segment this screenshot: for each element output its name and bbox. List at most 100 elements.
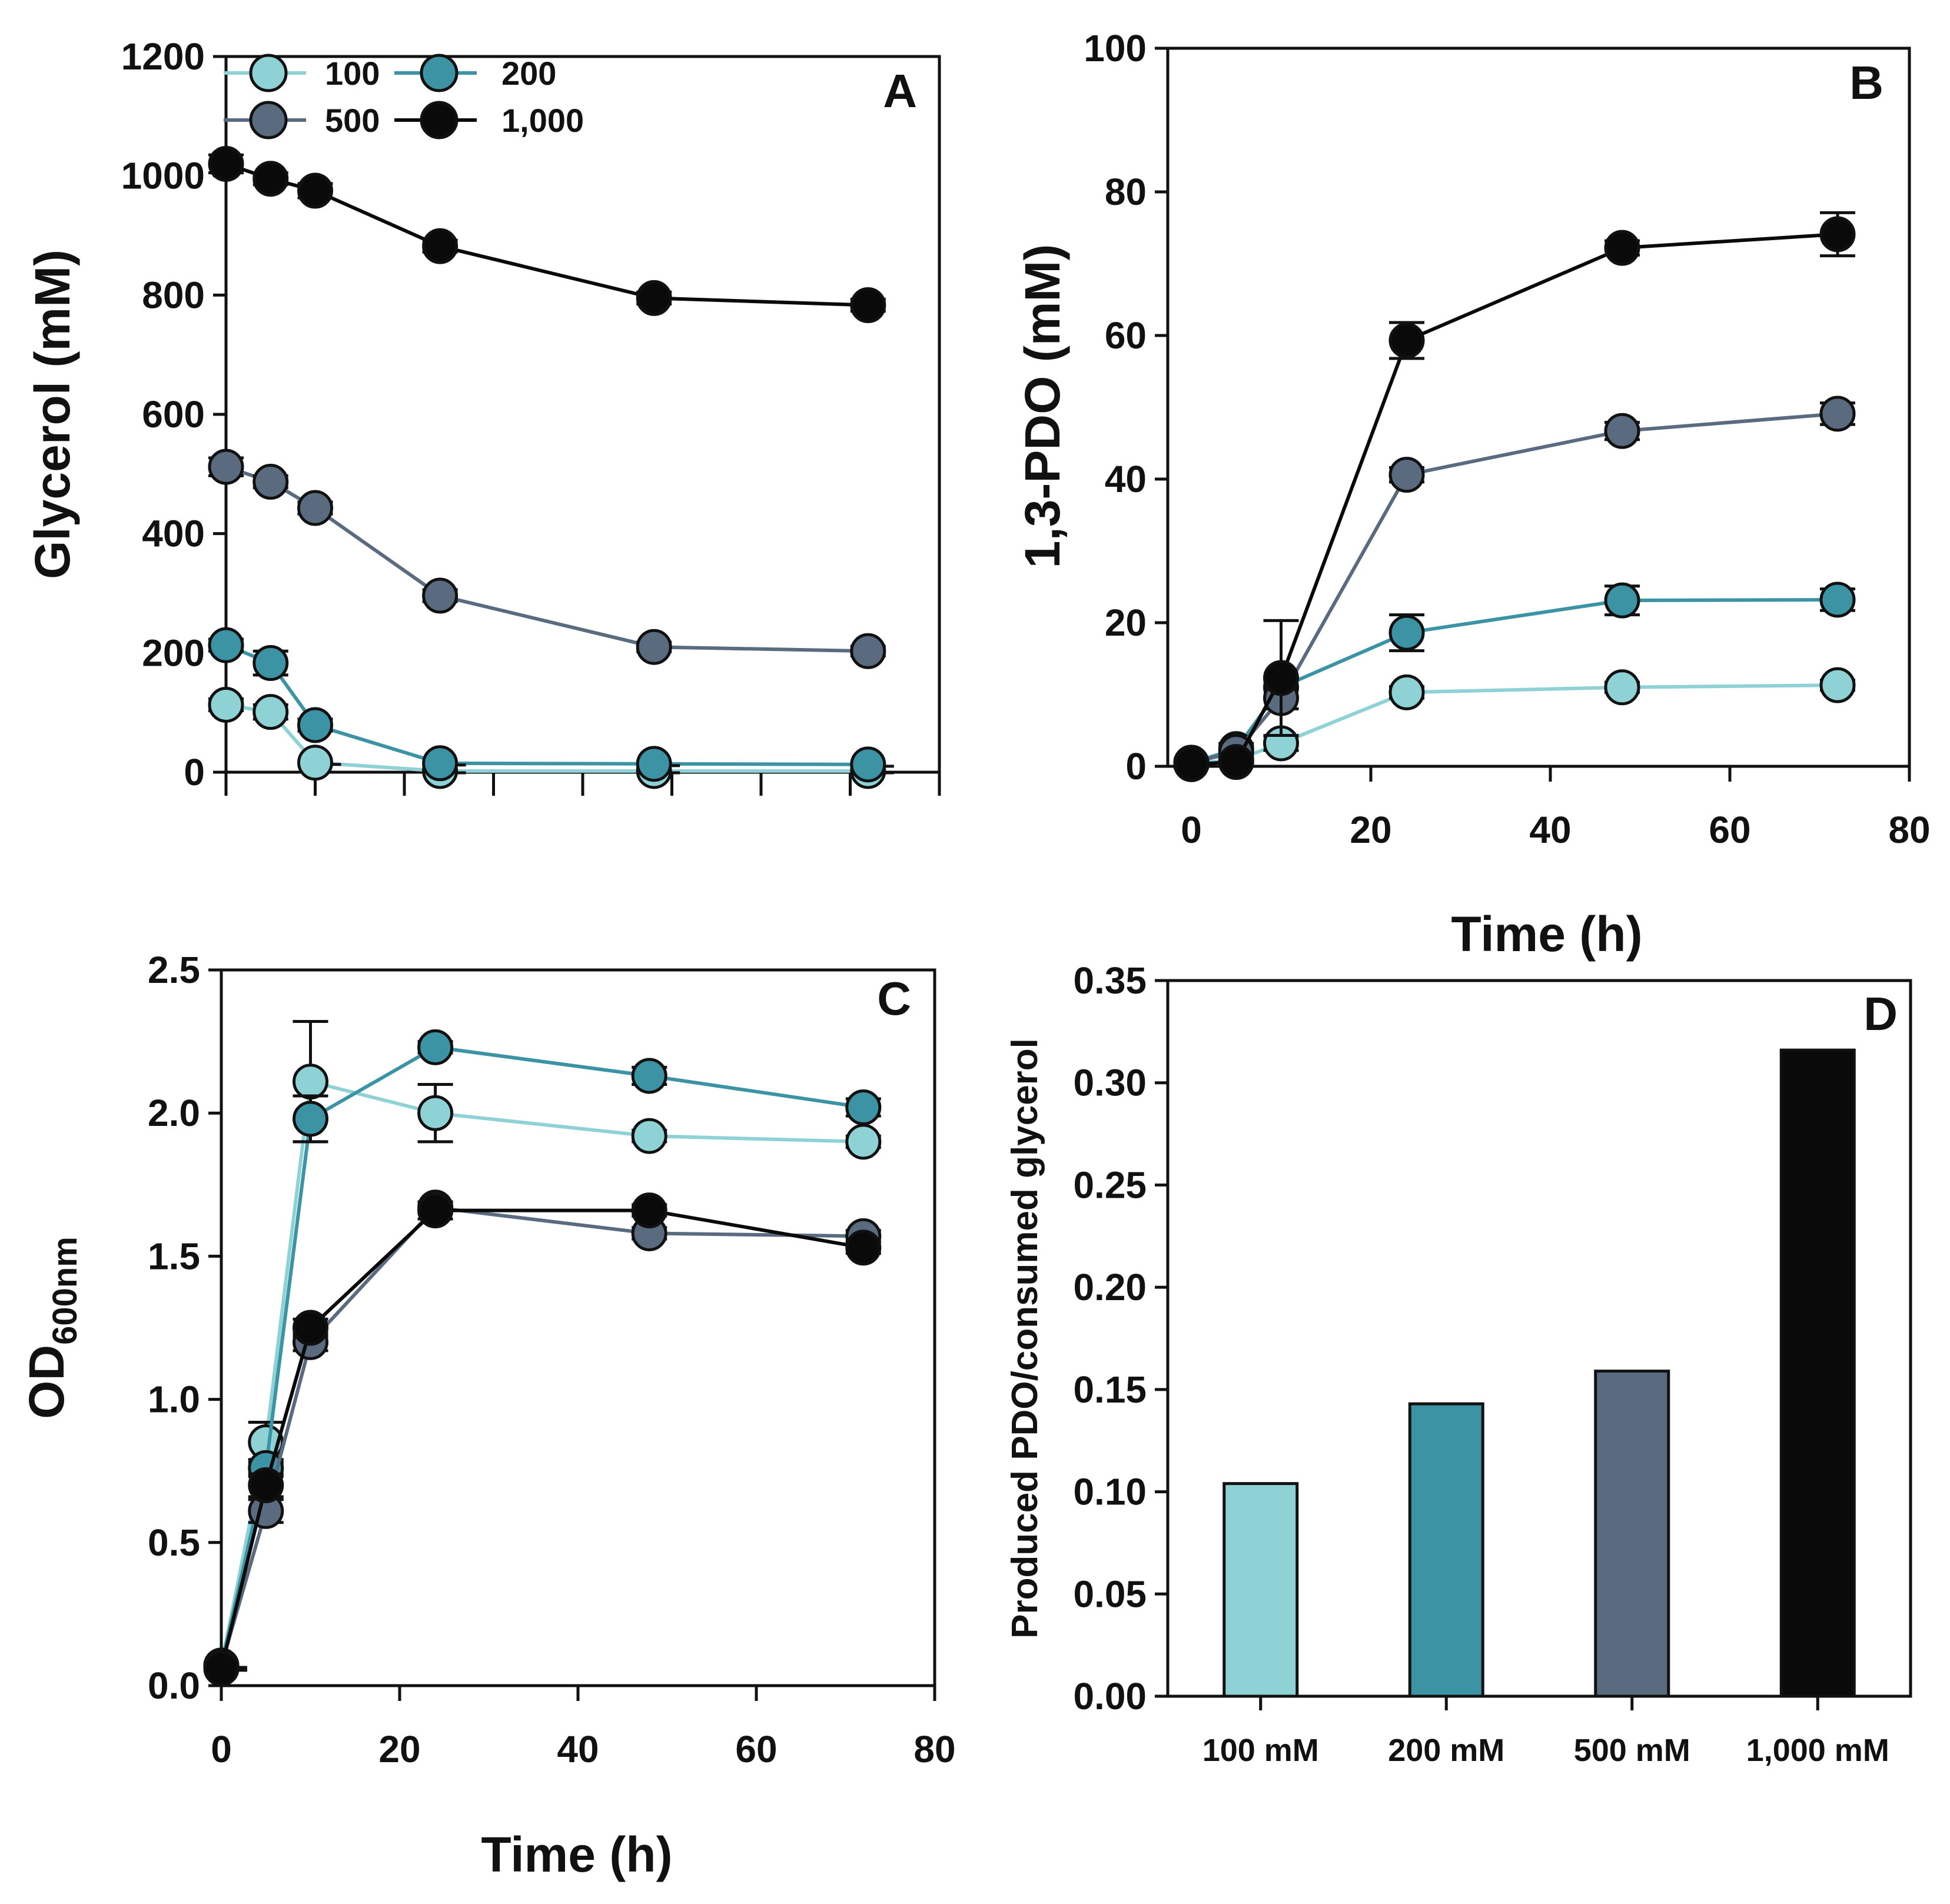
data-point xyxy=(1819,396,1856,432)
x-tick-label: 60 xyxy=(735,1728,777,1770)
data-point xyxy=(1388,457,1425,493)
data-point xyxy=(1819,581,1856,618)
y-tick-label: 20 xyxy=(1105,602,1147,644)
data-point xyxy=(845,1124,882,1160)
data-point xyxy=(1604,230,1640,266)
y-tick-label: 0.5 xyxy=(148,1521,200,1564)
panel-c-axes: 0.0 0.5 1.0 1.5 2.0 2.5 0 20 40 60 80 xyxy=(148,949,956,1770)
y-tick-label: 0 xyxy=(184,751,205,793)
x-tick-label: 80 xyxy=(913,1728,955,1770)
bar-1000 xyxy=(1779,1048,1856,1698)
y-tick-label: 200 xyxy=(142,632,205,674)
y-tick-label: 2.0 xyxy=(148,1092,200,1134)
panel-c-y-axis-title-main: OD xyxy=(19,1345,74,1419)
data-point xyxy=(417,1029,454,1065)
series-500 xyxy=(208,448,886,669)
y-tick-label: 1000 xyxy=(121,155,205,197)
data-point xyxy=(1388,323,1425,359)
x-tick-label: 20 xyxy=(378,1728,420,1770)
panel-d-y-axis-title: Produced PDO/consumed glycerol xyxy=(1005,1038,1045,1639)
y-tick-label: 800 xyxy=(142,274,205,316)
data-point xyxy=(208,448,244,485)
y-tick-label: 80 xyxy=(1105,171,1147,213)
panel-b-plot-frame xyxy=(1166,46,1911,768)
data-point xyxy=(850,746,886,783)
y-tick-label: 0.15 xyxy=(1073,1368,1147,1411)
series-line xyxy=(220,1208,864,1669)
y-tick-label: 2.5 xyxy=(148,949,200,991)
data-point xyxy=(1218,744,1254,780)
y-tick-label: 100 xyxy=(1084,27,1147,69)
legend-marker xyxy=(420,101,459,139)
panel-a-plot-frame xyxy=(224,55,941,774)
series-1000 xyxy=(208,145,886,324)
legend-item-500: 500 xyxy=(224,101,380,139)
y-tick-label: 400 xyxy=(142,513,205,555)
data-point xyxy=(253,161,289,197)
legend-label: 100 xyxy=(325,55,380,92)
series-200 xyxy=(208,627,894,783)
legend-marker xyxy=(420,54,459,92)
panel-a-series xyxy=(208,145,894,789)
data-point xyxy=(1604,413,1640,449)
panel-a-y-axis-title: Glycerol (mM) xyxy=(25,250,80,579)
panel-c-y-axis-title: OD600nm xyxy=(19,1237,84,1419)
panel-c-od-chart: 0.0 0.5 1.0 1.5 2.0 2.5 0 20 40 60 80 OD600nm Time… xyxy=(19,949,956,1882)
x-tick-label: 20 xyxy=(1350,809,1391,851)
category-label: 1,000 mM xyxy=(1746,1733,1889,1768)
data-point xyxy=(297,172,333,209)
series-line xyxy=(220,1205,863,1666)
y-tick-label: 0.0 xyxy=(148,1664,200,1707)
data-point xyxy=(631,1192,667,1229)
x-tick-label: 0 xyxy=(211,1728,232,1770)
legend: 100 200 500 1,000 xyxy=(224,54,584,139)
legend-item-1000: 1,000 xyxy=(394,101,584,139)
category-label: 100 mM xyxy=(1202,1733,1319,1768)
legend-marker xyxy=(249,101,288,139)
data-point xyxy=(636,280,672,316)
x-tick-label: 60 xyxy=(1709,809,1750,851)
data-point xyxy=(422,577,459,614)
panel-c-x-axis-title: Time (h) xyxy=(481,1827,672,1882)
legend-item-100: 100 xyxy=(224,54,380,92)
panel-b-y-axis-title: 1,3-PDO (mM) xyxy=(1015,244,1070,569)
data-point xyxy=(417,1192,454,1229)
data-point xyxy=(1604,582,1640,619)
panel-a-letter: A xyxy=(883,65,917,117)
data-point xyxy=(422,228,459,264)
data-point xyxy=(293,1310,328,1346)
y-tick-label: 0.20 xyxy=(1073,1266,1147,1308)
x-tick-label: 40 xyxy=(557,1728,599,1770)
data-point xyxy=(293,1064,328,1100)
x-tick-label: 80 xyxy=(1888,809,1930,851)
data-point xyxy=(417,1095,454,1131)
series-1000 xyxy=(1173,211,1856,782)
data-point xyxy=(631,1058,667,1094)
panel-b-axes: 0 20 40 60 80 100 0 20 40 60 80 xyxy=(1084,27,1930,851)
data-point xyxy=(293,1101,328,1137)
y-tick-label: 0.35 xyxy=(1073,959,1147,1002)
panel-d-letter: D xyxy=(1863,988,1898,1040)
category-label: 200 mM xyxy=(1388,1733,1504,1768)
data-point xyxy=(850,287,886,324)
category-label: 500 mM xyxy=(1574,1733,1690,1768)
bar-200 xyxy=(1408,1402,1484,1698)
panel-b-pdo-chart: 0 20 40 60 80 100 0 20 40 60 80 1,3-PDO (mM) Time … xyxy=(1015,27,1931,962)
data-point xyxy=(208,145,244,182)
data-point xyxy=(636,746,672,782)
panel-a-glycerol-chart: 0 200 400 600 800 1000 1200 Glycerol (mM) A 10… xyxy=(25,35,941,796)
data-point xyxy=(297,745,333,781)
panel-c-series xyxy=(203,1020,882,1687)
data-point xyxy=(850,633,886,669)
series-1000 xyxy=(203,1192,882,1687)
panel-d-axes: 0.00 0.05 0.10 0.15 0.20 0.25 0.30 0.35 100 mM 20… xyxy=(1073,959,1889,1768)
panel-d-bars xyxy=(1223,1048,1856,1698)
panel-d-ratio-bar-chart: 0.00 0.05 0.10 0.15 0.20 0.25 0.30 0.35 100 mM 20… xyxy=(1005,959,1912,1768)
data-point xyxy=(248,1467,284,1504)
data-point xyxy=(203,1650,240,1687)
y-tick-label: 0.30 xyxy=(1073,1062,1147,1104)
data-point xyxy=(845,1230,882,1266)
data-point xyxy=(208,627,244,663)
panel-b-series xyxy=(1173,211,1856,782)
